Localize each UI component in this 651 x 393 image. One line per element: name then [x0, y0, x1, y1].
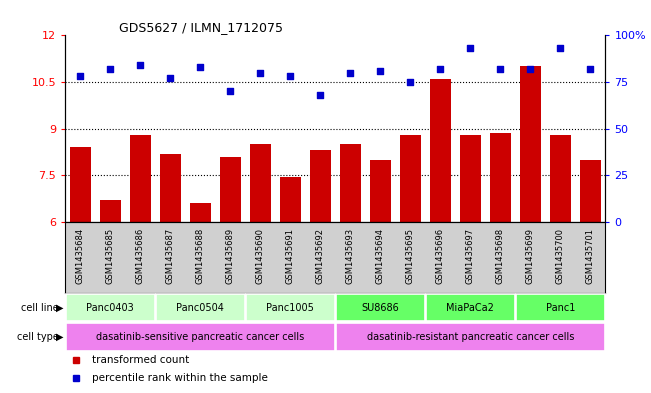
Bar [70, 147, 90, 222]
Point [405, 79, 415, 85]
Text: GSM1435696: GSM1435696 [436, 228, 445, 284]
Bar [310, 151, 331, 222]
Point [555, 45, 566, 51]
Text: dasatinib-sensitive pancreatic cancer cells: dasatinib-sensitive pancreatic cancer ce… [96, 332, 304, 342]
Point [315, 92, 326, 98]
Text: Panc1005: Panc1005 [266, 303, 314, 312]
Bar [250, 144, 271, 222]
Text: GSM1435693: GSM1435693 [346, 228, 355, 284]
Text: ▶: ▶ [56, 303, 64, 312]
Bar [66, 323, 335, 351]
Bar [336, 294, 424, 321]
Bar [280, 177, 301, 222]
Text: GSM1435700: GSM1435700 [556, 228, 565, 284]
Bar [246, 294, 335, 321]
Text: GSM1435690: GSM1435690 [256, 228, 265, 284]
Text: GSM1435692: GSM1435692 [316, 228, 325, 284]
Bar [460, 135, 481, 222]
Text: cell line: cell line [21, 303, 59, 312]
Point [75, 73, 85, 79]
Point [375, 68, 385, 74]
Point [435, 66, 445, 72]
Text: GSM1435699: GSM1435699 [526, 228, 535, 284]
Text: transformed count: transformed count [92, 354, 189, 365]
Bar [100, 200, 120, 222]
Point [525, 66, 536, 72]
Text: GSM1435688: GSM1435688 [196, 228, 204, 284]
Text: GSM1435684: GSM1435684 [76, 228, 85, 284]
Text: SU8686: SU8686 [361, 303, 399, 312]
Point [495, 66, 506, 72]
Point [225, 88, 236, 94]
Text: GSM1435694: GSM1435694 [376, 228, 385, 284]
Point [345, 70, 355, 76]
Point [135, 62, 145, 68]
Bar [340, 144, 361, 222]
Point [255, 70, 266, 76]
Text: MiaPaCa2: MiaPaCa2 [447, 303, 494, 312]
Bar [219, 157, 241, 222]
Bar [580, 160, 601, 222]
Point [465, 45, 475, 51]
Bar [520, 66, 541, 222]
Text: dasatinib-resistant pancreatic cancer cells: dasatinib-resistant pancreatic cancer ce… [367, 332, 574, 342]
Bar [159, 154, 181, 222]
Text: percentile rank within the sample: percentile rank within the sample [92, 373, 268, 383]
Text: GSM1435686: GSM1435686 [135, 228, 145, 284]
Bar [426, 294, 515, 321]
Text: Panc0504: Panc0504 [176, 303, 224, 312]
Text: Panc1: Panc1 [546, 303, 575, 312]
Bar [400, 135, 421, 222]
Text: GSM1435685: GSM1435685 [105, 228, 115, 284]
Text: Panc0403: Panc0403 [86, 303, 134, 312]
Text: cell type: cell type [17, 332, 59, 342]
Point [585, 66, 596, 72]
Bar [189, 204, 211, 222]
Text: GSM1435695: GSM1435695 [406, 228, 415, 284]
Point [105, 66, 115, 72]
Text: GSM1435687: GSM1435687 [165, 228, 174, 284]
Bar [370, 160, 391, 222]
Bar [516, 294, 605, 321]
Point [165, 75, 175, 81]
Text: GSM1435701: GSM1435701 [586, 228, 595, 284]
Text: GSM1435689: GSM1435689 [226, 228, 235, 284]
Bar [336, 323, 605, 351]
Text: ▶: ▶ [56, 332, 64, 342]
Text: GSM1435698: GSM1435698 [496, 228, 505, 284]
Bar [430, 79, 451, 222]
Bar [156, 294, 245, 321]
Point [285, 73, 296, 79]
Text: GSM1435691: GSM1435691 [286, 228, 295, 284]
Text: GSM1435697: GSM1435697 [466, 228, 475, 284]
Bar [66, 294, 154, 321]
Point [195, 64, 206, 70]
Bar [130, 135, 150, 222]
Bar [550, 135, 571, 222]
Bar [490, 133, 511, 222]
Text: GDS5627 / ILMN_1712075: GDS5627 / ILMN_1712075 [119, 21, 283, 34]
